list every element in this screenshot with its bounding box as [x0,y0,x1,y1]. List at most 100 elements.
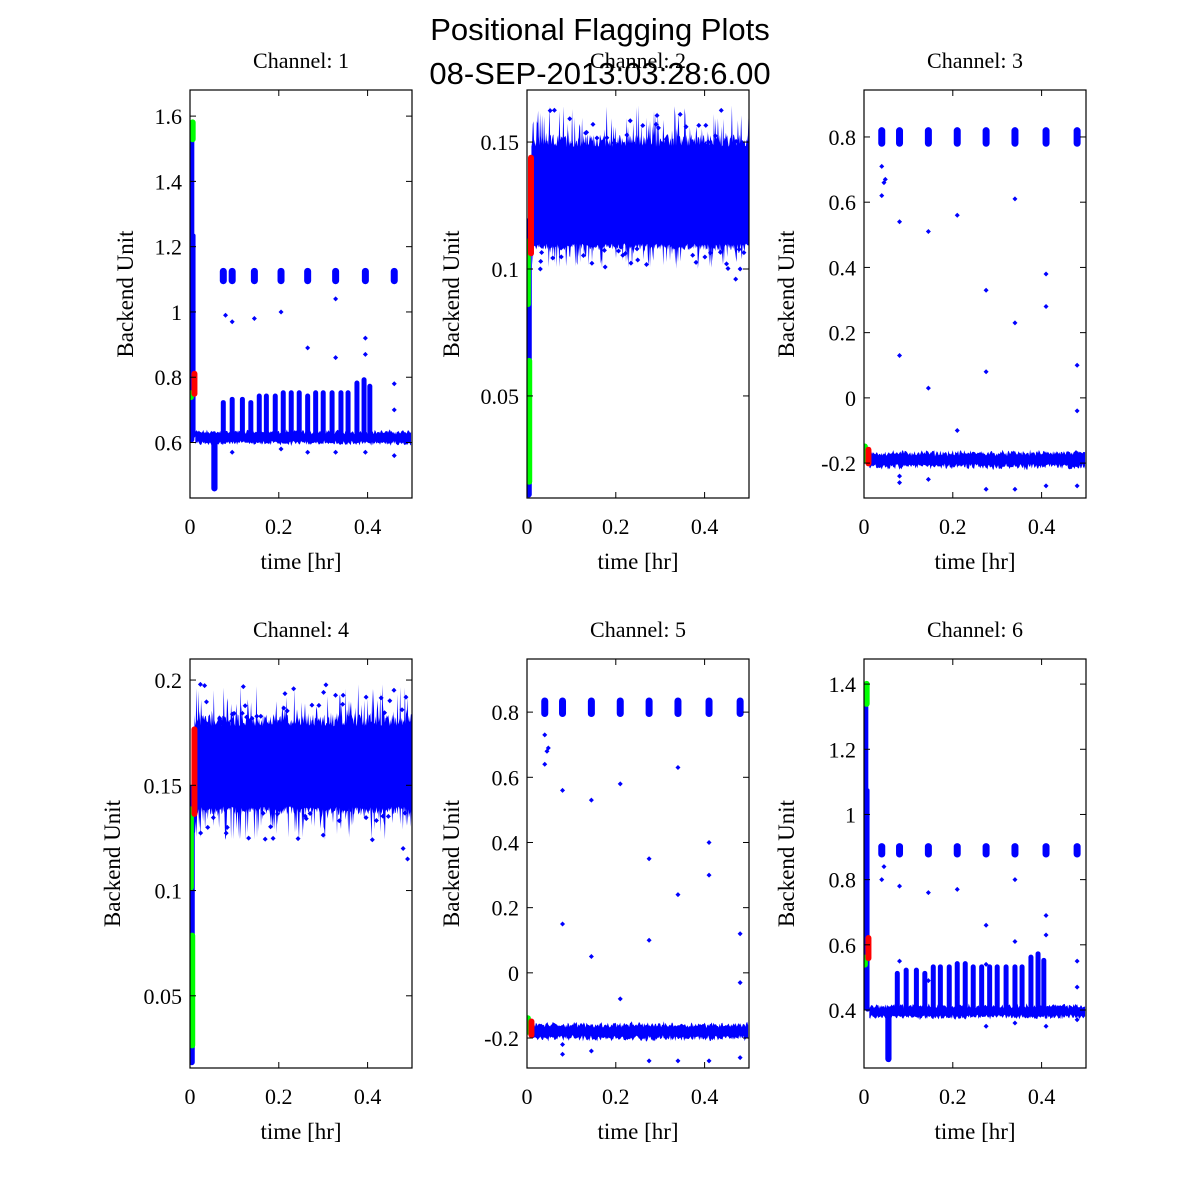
subplot-title: Channel: 1 [253,48,349,73]
outlier-point [897,480,903,486]
spike [220,400,226,438]
outlier-point [278,446,284,452]
spike [361,377,367,438]
spike [954,961,960,1012]
upper-cluster [541,697,549,718]
x-axis-label: time [hr] [260,549,341,574]
spike [288,390,294,438]
scatter-point [618,242,624,248]
baseline-band [195,429,412,446]
scatter-point [718,107,724,113]
scatter-point [567,116,573,122]
outlier-point [881,864,887,870]
data-layer [527,105,749,498]
scatter-point [197,681,203,687]
scatter-point [584,129,590,135]
x-axis-label: time [hr] [597,1119,678,1144]
y-tick-label: -0.2 [484,1026,519,1051]
outlier-point [1012,1020,1018,1026]
outlier-point [983,369,989,375]
outlier-point [1012,486,1018,492]
flag-green [190,806,194,891]
subplot-channel-4: Channel: 4 0 0.2 0.4 0.05 0.1 0.15 0.2 time [hr]… [100,617,413,1144]
spike [913,967,919,1012]
upper-cluster [645,697,653,718]
outlier-point [1043,271,1049,277]
outlier-point [897,473,903,479]
scatter-point [653,121,659,127]
scatter-point [242,703,248,709]
upper-cluster [228,267,236,285]
scatter-point [239,710,245,716]
spike [272,393,278,438]
y-axis-label: Backend Unit [774,799,799,927]
upper-cluster [982,843,990,858]
spike [1028,954,1034,1012]
scatter-point [702,254,708,260]
outlier-point [560,787,566,793]
y-tick-label: 0.2 [155,668,183,693]
scatter-point [218,721,224,727]
outlier-point [560,1051,566,1057]
scatter-point [550,255,556,261]
outlier-point [305,345,311,351]
scatter-point [634,246,640,252]
upper-cluster [559,697,567,718]
outlier-point [391,407,397,413]
scatter-point [656,241,662,247]
upper-cluster [616,697,624,718]
dip [211,437,218,492]
outlier-point [588,954,594,960]
spike [313,390,319,438]
outlier-point [1074,984,1080,990]
y-tick-label: 0.6 [829,190,857,215]
scatter-point [693,259,699,265]
x-tick-label: 0 [185,1084,196,1109]
spike [280,390,286,438]
dip [885,1011,892,1063]
upper-cluster [1011,843,1019,858]
spike [979,964,985,1012]
outlier-point [333,355,339,361]
outlier-point [560,921,566,927]
spike [305,393,311,438]
outlier-point [983,1023,989,1029]
scatter-point [736,246,742,252]
outlier-point [1074,362,1080,368]
spike [1003,964,1009,1012]
outlier-point [362,351,368,357]
x-axis-label: time [hr] [934,549,1015,574]
outlier-point [229,449,235,455]
outlier-point [675,1058,681,1064]
scatter-point [704,142,710,148]
outlier-point [391,381,397,387]
scatter-point [663,136,669,142]
outlier-point [879,163,885,169]
upper-cluster [896,127,904,147]
flag-red [191,726,198,817]
y-tick-label: 0.05 [481,384,520,409]
y-tick-label: 0.8 [155,365,183,390]
baseline-band [869,1003,1086,1020]
scatter-point [262,836,268,842]
scatter-point [225,720,231,726]
scatter-point [391,687,397,693]
outlier-point [588,1048,594,1054]
outlier-point [1012,196,1018,202]
x-axis-label: time [hr] [260,1119,341,1144]
scatter-point [369,837,375,843]
outlier-point [954,427,960,433]
spike [367,383,373,438]
outlier-point [1043,304,1049,310]
y-tick-label: 0.8 [829,125,857,150]
y-tick-label: 1.4 [155,169,183,194]
scatter-point [340,701,346,707]
y-tick-label: 0.8 [492,700,520,725]
outlier-point [560,1042,566,1048]
upper-cluster [1073,843,1081,858]
scatter-point [551,107,557,113]
scatter-point [282,691,288,697]
x-tick-label: 0 [522,514,533,539]
outlier-point [1043,1023,1049,1029]
outlier-point [1043,932,1049,938]
